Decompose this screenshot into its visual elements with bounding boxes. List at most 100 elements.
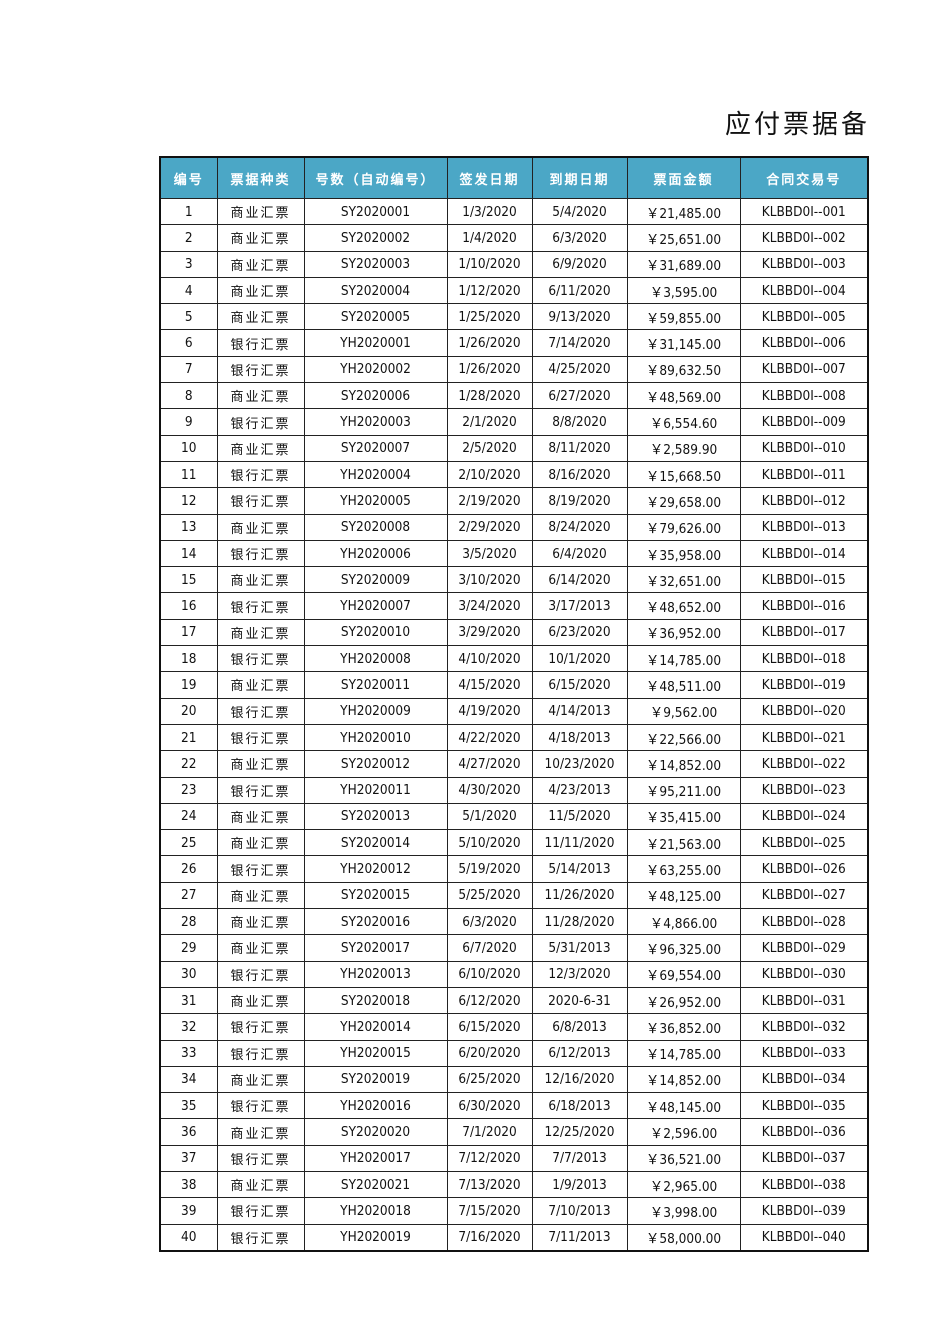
cell-id: 6 [159,329,218,357]
cell-issue-date: 1/3/2020 [446,197,533,226]
cell-kind: 银行汇票 [216,855,305,883]
cell-kind: 商业汇票 [216,197,305,226]
cell-issue-date: 6/12/2020 [446,986,533,1015]
table-row: 16 银行汇票 YH2020007 3/24/2020 3/17/2013 ￥48,652… [159,592,869,620]
cell-kind: 商业汇票 [216,1170,305,1199]
table-row: 39 银行汇票 YH2020018 7/15/2020 7/10/2013 ￥3,998.… [159,1197,869,1225]
cell-issue-date: 2/5/2020 [446,434,533,462]
cell-amount: ￥14,852.00 [626,750,741,778]
cell-number: YH2020006 [303,539,448,568]
cell-due-date: 7/11/2013 [531,1223,628,1252]
cell-contract-no: KLBBD0I--010 [739,434,869,462]
header-kind: 票据种类 [216,156,305,199]
cell-due-date: 6/27/2020 [531,382,628,410]
cell-kind: 银行汇票 [216,329,305,357]
cell-due-date: 6/9/2020 [531,250,628,278]
cell-due-date: 5/4/2020 [531,197,628,226]
cell-kind: 银行汇票 [216,592,305,620]
cell-number: SY2020015 [303,881,448,910]
cell-number: SY2020020 [303,1118,448,1146]
cell-contract-no: KLBBD0I--025 [739,829,869,857]
cell-id: 16 [159,592,218,620]
cell-id: 29 [159,934,218,962]
header-issue-date: 签发日期 [446,156,533,199]
cell-number: YH2020004 [303,460,448,489]
cell-id: 3 [159,250,218,278]
cell-id: 26 [159,855,218,883]
cell-amount: ￥25,651.00 [626,224,741,252]
cell-kind: 银行汇票 [216,960,305,988]
cell-contract-no: KLBBD0I--032 [739,1013,869,1041]
cell-due-date: 3/17/2013 [531,592,628,620]
cell-kind: 银行汇票 [216,723,305,752]
cell-issue-date: 1/12/2020 [446,276,533,305]
cell-contract-no: KLBBD0I--020 [739,697,869,725]
cell-issue-date: 4/27/2020 [446,750,533,778]
cell-number: SY2020017 [303,934,448,962]
cell-kind: 商业汇票 [216,224,305,252]
table-row: 38 商业汇票 SY2020021 7/13/2020 1/9/2013 ￥2,965.0… [159,1170,869,1199]
table-row: 15 商业汇票 SY2020009 3/10/2020 6/14/2020 ￥32,651… [159,566,869,594]
cell-contract-no: KLBBD0I--012 [739,487,869,515]
cell-number: YH2020003 [303,408,448,436]
cell-due-date: 6/15/2020 [531,671,628,699]
cell-due-date: 4/25/2020 [531,355,628,384]
cell-issue-date: 3/24/2020 [446,592,533,620]
cell-issue-date: 3/29/2020 [446,618,533,647]
table-row: 40 银行汇票 YH2020019 7/16/2020 7/11/2013 ￥58,000… [159,1223,869,1252]
cell-contract-no: KLBBD0I--021 [739,723,869,752]
cell-kind: 银行汇票 [216,408,305,436]
cell-issue-date: 2/10/2020 [446,460,533,489]
table-row: 22 商业汇票 SY2020012 4/27/2020 10/23/2020 ￥14,85… [159,750,869,778]
cell-due-date: 11/26/2020 [531,881,628,910]
table-row: 17 商业汇票 SY2020010 3/29/2020 6/23/2020 ￥36,952… [159,618,869,647]
cell-issue-date: 4/15/2020 [446,671,533,699]
cell-amount: ￥35,415.00 [626,802,741,831]
cell-number: SY2020009 [303,566,448,594]
cell-number: SY2020006 [303,382,448,410]
cell-due-date: 12/25/2020 [531,1118,628,1146]
cell-issue-date: 2/29/2020 [446,513,533,541]
table-row: 27 商业汇票 SY2020015 5/25/2020 11/26/2020 ￥48,12… [159,881,869,910]
table-row: 37 银行汇票 YH2020017 7/12/2020 7/7/2013 ￥36,521.… [159,1144,869,1172]
cell-number: SY2020001 [303,197,448,226]
cell-kind: 银行汇票 [216,776,305,804]
cell-amount: ￥48,125.00 [626,881,741,910]
table-row: 31 商业汇票 SY2020018 6/12/2020 2020-6-31 ￥26,952… [159,986,869,1015]
cell-due-date: 8/8/2020 [531,408,628,436]
cell-number: YH2020016 [303,1092,448,1120]
cell-id: 17 [159,618,218,647]
cell-number: SY2020004 [303,276,448,305]
table-row: 23 银行汇票 YH2020011 4/30/2020 4/23/2013 ￥95,211… [159,776,869,804]
cell-amount: ￥48,145.00 [626,1092,741,1120]
cell-contract-no: KLBBD0I--031 [739,986,869,1015]
cell-id: 19 [159,671,218,699]
cell-id: 31 [159,986,218,1015]
cell-kind: 商业汇票 [216,250,305,278]
cell-number: SY2020005 [303,303,448,331]
header-row: 编号 票据种类 号数（自动编号） 签发日期 到期日期 票面金额 合同交易号 [159,156,869,199]
cell-due-date: 6/14/2020 [531,566,628,594]
cell-contract-no: KLBBD0I--038 [739,1170,869,1199]
table-row: 11 银行汇票 YH2020004 2/10/2020 8/16/2020 ￥15,668… [159,460,869,489]
cell-amount: ￥14,785.00 [626,1039,741,1067]
table-row: 8 商业汇票 SY2020006 1/28/2020 6/27/2020 ￥48,569.… [159,382,869,410]
cell-number: YH2020001 [303,329,448,357]
cell-id: 25 [159,829,218,857]
cell-number: SY2020018 [303,986,448,1015]
table-row: 1 商业汇票 SY2020001 1/3/2020 5/4/2020 ￥21,485.00… [159,197,869,226]
cell-amount: ￥36,852.00 [626,1013,741,1041]
cell-issue-date: 6/10/2020 [446,960,533,988]
table-row: 24 商业汇票 SY2020013 5/1/2020 11/5/2020 ￥35,415.… [159,802,869,831]
cell-issue-date: 7/16/2020 [446,1223,533,1252]
table-row: 35 银行汇票 YH2020016 6/30/2020 6/18/2013 ￥48,145… [159,1092,869,1120]
cell-number: YH2020014 [303,1013,448,1041]
cell-number: YH2020015 [303,1039,448,1067]
cell-kind: 商业汇票 [216,881,305,910]
cell-due-date: 6/11/2020 [531,276,628,305]
cell-id: 21 [159,723,218,752]
cell-amount: ￥6,554.60 [626,408,741,436]
table-row: 14 银行汇票 YH2020006 3/5/2020 6/4/2020 ￥35,958.0… [159,539,869,568]
cell-issue-date: 6/30/2020 [446,1092,533,1120]
